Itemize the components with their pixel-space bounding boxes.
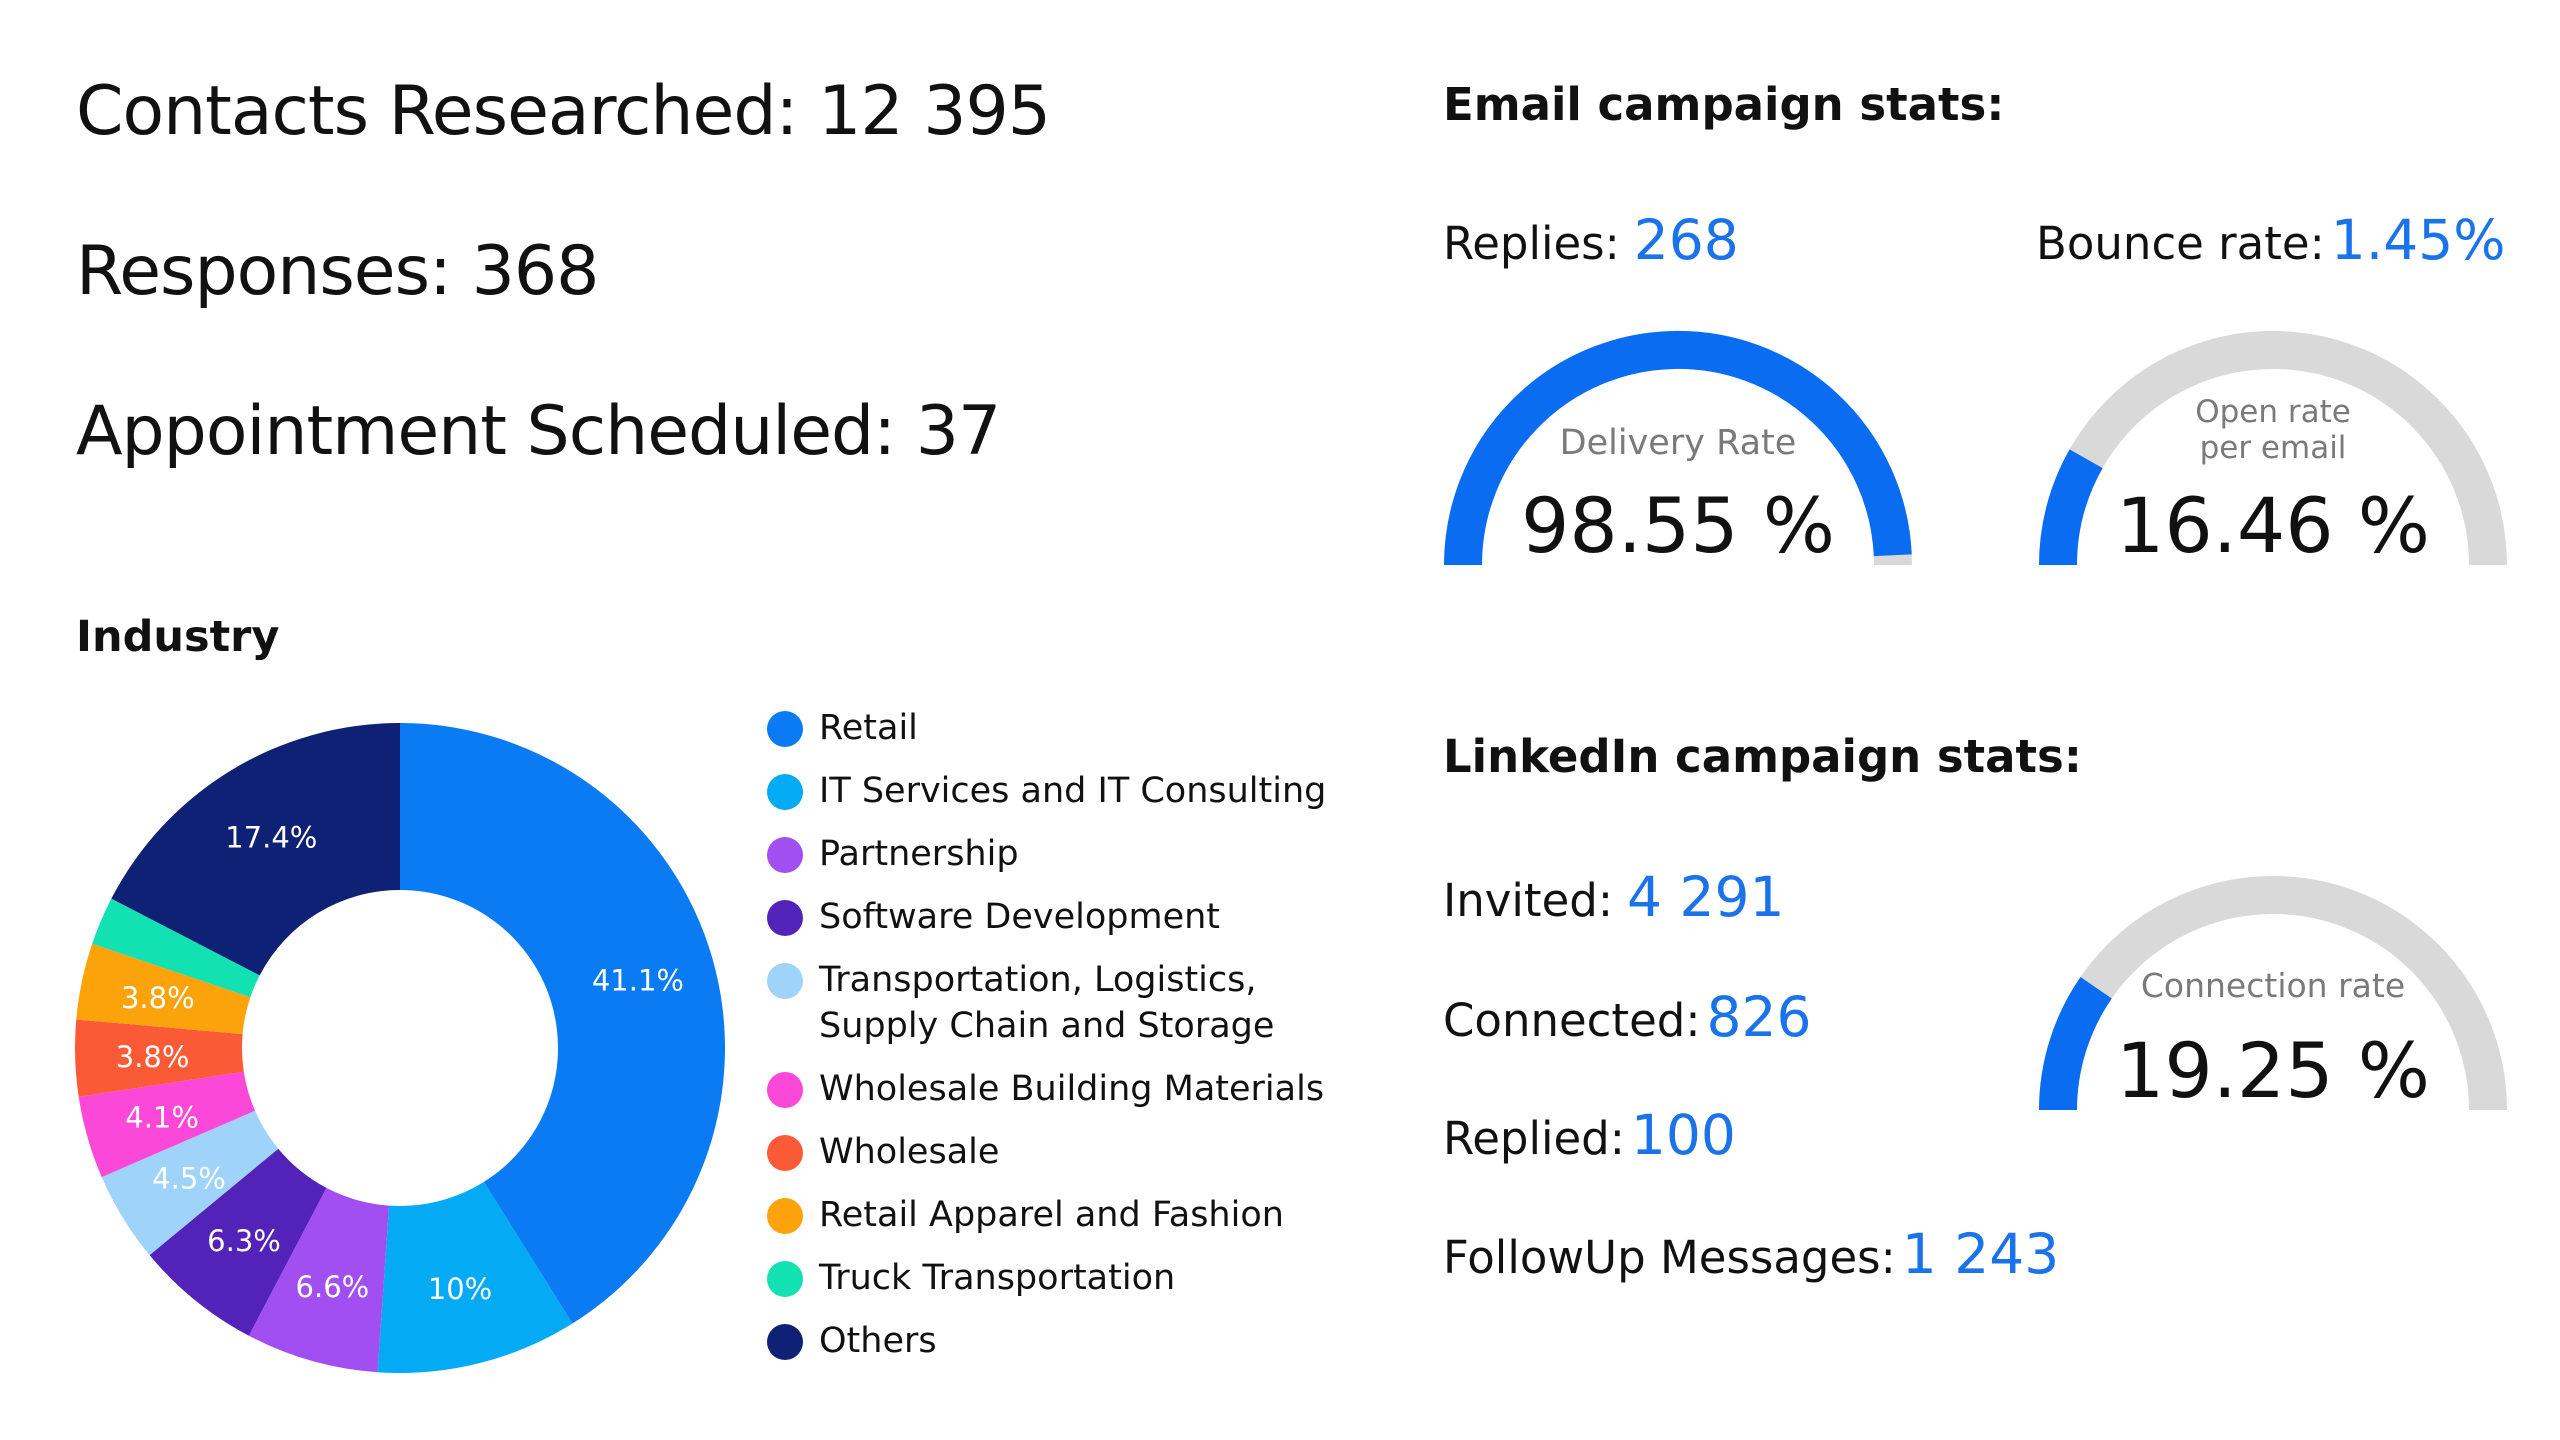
legend-item: Retail [767, 705, 1387, 751]
open-rate-gauge: Open rate per email 16.46 % [2039, 331, 2507, 570]
legend-item: Partnership [767, 831, 1387, 877]
legend-label: Wholesale Building Materials [819, 1069, 1325, 1109]
appointments-stat: Appointment Scheduled: 37 [76, 392, 1002, 471]
legend-label: IT Services and IT Consulting [819, 771, 1327, 811]
legend-label: Wholesale [819, 1132, 1000, 1172]
donut-slice-truck-transportation [92, 898, 260, 998]
donut-data-label: 4.1% [125, 1100, 199, 1134]
invited-value: 4 291 [1626, 865, 1785, 929]
legend-label: Retail Apparel and Fashion [819, 1195, 1284, 1235]
responses-stat: Responses: 368 [76, 232, 600, 311]
legend-label: Supply Chain and Storage [819, 1006, 1275, 1046]
legend-item: Wholesale [767, 1129, 1387, 1175]
responses-value: 368 [471, 232, 600, 311]
donut-data-label: 4.5% [152, 1161, 226, 1195]
donut-slice-retail [400, 723, 725, 1324]
donut-slice-wholesale-building-materials [78, 1071, 255, 1178]
contacts-researched-value: 12 395 [818, 72, 1051, 151]
donut-slice-wholesale [74, 1019, 244, 1097]
legend-swatch [767, 774, 803, 810]
legend-item: Transportation, Logistics, Supply Chain a… [767, 957, 1387, 1049]
legend-swatch [767, 711, 803, 747]
connected-value: 826 [1706, 985, 1812, 1049]
legend-swatch [767, 837, 803, 873]
donut-slice-others [111, 723, 400, 976]
bounce-rate-stat: Bounce rate: 1.45% [2036, 208, 2505, 272]
email-replies-value: 268 [1633, 208, 1739, 272]
legend-label: Truck Transportation [819, 1258, 1176, 1298]
legend-item: Truck Transportation [767, 1255, 1387, 1301]
donut-slice-retail-apparel-and-fashion [76, 943, 251, 1035]
legend-label: Others [819, 1321, 937, 1361]
donut-data-label: 3.8% [116, 1040, 190, 1074]
donut-data-label: 41.1% [592, 964, 684, 998]
legend-swatch [767, 1198, 803, 1234]
donut-slice-it-services-and-it-consulting [377, 1181, 573, 1373]
gauge-value: 16.46 % [2116, 481, 2430, 570]
replied-value: 100 [1630, 1103, 1736, 1167]
linkedin-invited-stat: Invited: 4 291 [1443, 865, 1784, 929]
linkedin-followup-stat: FollowUp Messages: 1 243 [1443, 1222, 2059, 1286]
legend-label: Software Development [819, 897, 1221, 937]
legend-swatch [767, 1261, 803, 1297]
donut-data-label: 3.8% [121, 981, 195, 1015]
legend-label: Transportation, Logistics, [819, 960, 1257, 1000]
industry-donut-chart: 41.1% 10% 6.6% 6.3% 4.5% 4.1% 3.8% 3.8% 17.4% [74, 723, 725, 1373]
legend-swatch [767, 1324, 803, 1360]
legend-swatch [767, 963, 803, 999]
legend-item: Retail Apparel and Fashion [767, 1192, 1387, 1238]
donut-slice-transportation-logistics-supply-chain-and-storage [101, 1110, 279, 1256]
legend-item: Others [767, 1318, 1387, 1364]
replied-label: Replied: [1443, 1112, 1625, 1165]
delivery-rate-gauge: Delivery Rate 98.55 % [1444, 330, 1912, 570]
email-replies-label: Replies: [1443, 217, 1620, 270]
industry-legend: Retail IT Services and IT Consulting Partn… [767, 705, 1387, 1381]
donut-data-label: 6.3% [207, 1224, 281, 1258]
legend-label: Partnership [819, 834, 1019, 874]
linkedin-campaign-title: LinkedIn campaign stats: [1443, 730, 2082, 783]
contacts-researched-label: Contacts Researched: [76, 72, 798, 151]
responses-label: Responses: [76, 232, 452, 311]
legend-item: Wholesale Building Materials [767, 1066, 1387, 1112]
gauge-label: Delivery Rate [1560, 423, 1797, 463]
gauge-label-line2: per email [2200, 430, 2347, 466]
email-campaign-title: Email campaign stats: [1443, 78, 2005, 131]
bounce-rate-value: 1.45% [2330, 208, 2506, 272]
gauge-label-line1: Open rate [2195, 394, 2351, 430]
bounce-rate-label: Bounce rate: [2036, 217, 2325, 270]
connected-label: Connected: [1443, 994, 1701, 1047]
contacts-researched-stat: Contacts Researched: 12 395 [76, 72, 1051, 151]
invited-label: Invited: [1443, 874, 1613, 927]
donut-data-label: 6.6% [296, 1270, 370, 1304]
gauge-value: 19.25 % [2116, 1026, 2430, 1115]
legend-item: IT Services and IT Consulting [767, 768, 1387, 814]
legend-swatch [767, 900, 803, 936]
gauge-fill [2039, 976, 2112, 1111]
donut-slice-partnership [248, 1187, 390, 1373]
appointments-value: 37 [915, 392, 1002, 471]
followup-label: FollowUp Messages: [1443, 1231, 1896, 1284]
appointments-label: Appointment Scheduled: [76, 392, 896, 471]
gauge-fill [2039, 449, 2103, 566]
legend-swatch [767, 1072, 803, 1108]
donut-slice-software-development [149, 1148, 327, 1336]
legend-item: Software Development [767, 894, 1387, 940]
followup-value: 1 243 [1901, 1222, 2060, 1286]
connection-rate-gauge: Connection rate 19.25 % [2039, 876, 2507, 1115]
linkedin-connected-stat: Connected: 826 [1443, 985, 1811, 1049]
email-replies-stat: Replies: 268 [1443, 208, 1739, 272]
donut-data-label: 17.4% [225, 821, 317, 855]
legend-label: Retail [819, 708, 918, 748]
industry-chart-title: Industry [76, 612, 280, 662]
gauge-fill [1444, 330, 1912, 566]
legend-swatch [767, 1135, 803, 1171]
gauge-label: Connection rate [2141, 966, 2405, 1005]
donut-data-label: 10% [428, 1272, 492, 1306]
gauge-value: 98.55 % [1521, 481, 1835, 570]
linkedin-replied-stat: Replied: 100 [1443, 1103, 1736, 1167]
